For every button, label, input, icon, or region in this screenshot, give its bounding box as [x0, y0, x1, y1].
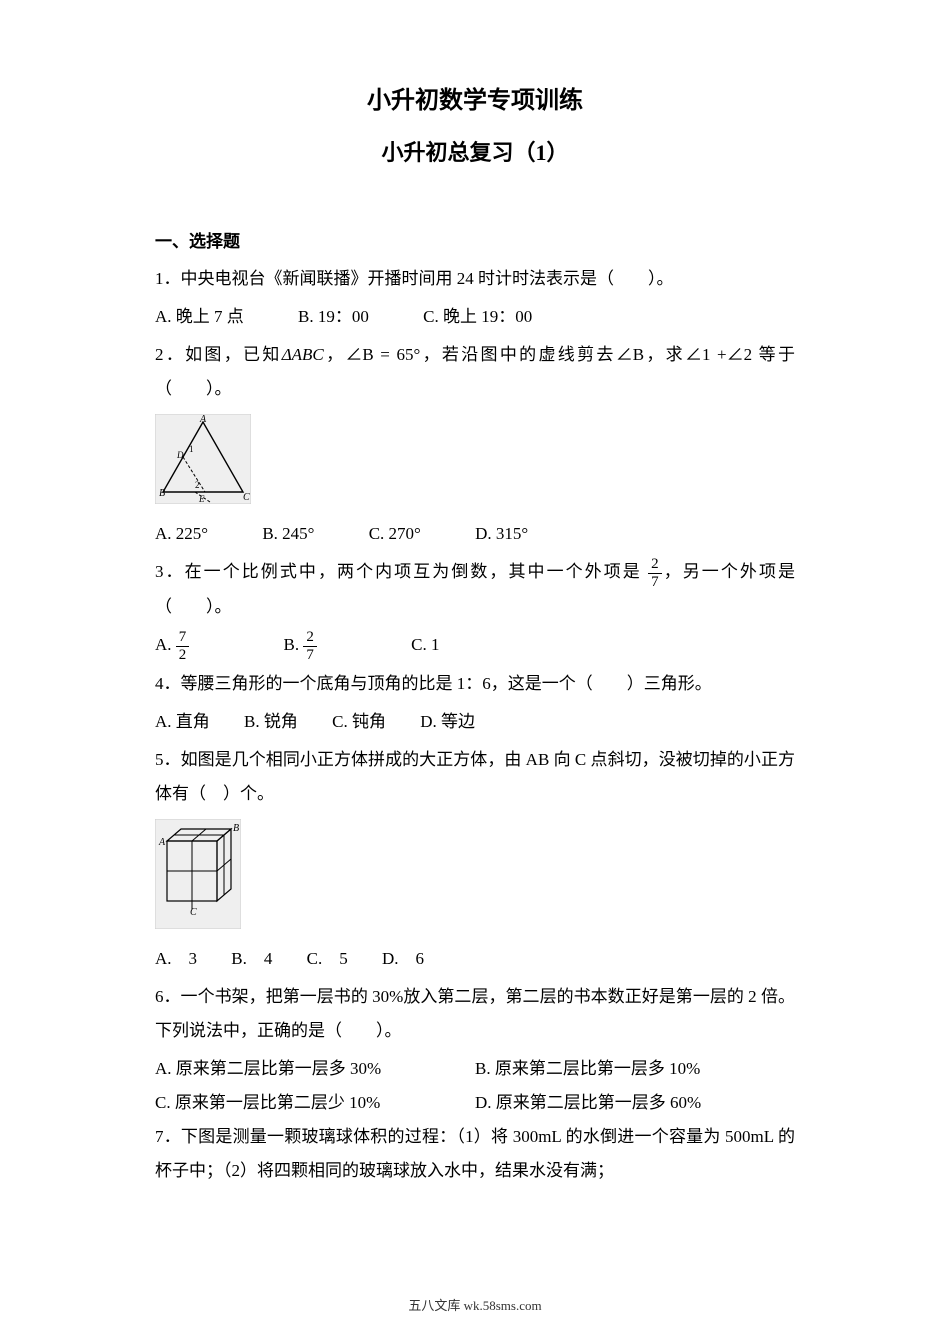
q3-optB-den: 7	[303, 647, 317, 664]
q2-optD: D. 315°	[475, 517, 528, 551]
q2-text-a: 2．如图，已知	[155, 345, 282, 364]
q5-optA: A. 3	[155, 942, 197, 976]
q3-optB: B. 2 7	[284, 628, 317, 663]
q6-optA: A. 原来第二层比第一层多 30%	[155, 1052, 475, 1086]
q3-text-a: 3．在一个比例式中，两个内项互为倒数，其中一个外项是	[155, 562, 642, 581]
footer: 五八文库 wk.58sms.com	[0, 1295, 950, 1314]
q3-optB-num: 2	[303, 629, 317, 647]
q2-figure: A B C D E 1 2	[155, 414, 795, 509]
q4-optC: C. 钝角	[332, 705, 386, 739]
q6-options-row2: C. 原来第一层比第二层少 10% D. 原来第二层比第一层多 60%	[155, 1086, 795, 1120]
q1-options: A. 晚上 7 点 B. 19：00 C. 晚上 19：00	[155, 300, 795, 334]
q2-label-D: D	[176, 450, 184, 460]
q1-optA: A. 晚上 7 点	[155, 300, 244, 334]
q1-optB: B. 19：00	[298, 300, 369, 334]
q3-optB-label: B.	[284, 635, 300, 654]
title-main: 小升初数学专项训练	[155, 80, 795, 115]
q6-options-row1: A. 原来第二层比第一层多 30% B. 原来第二层比第一层多 10%	[155, 1052, 795, 1086]
q3-frac-den: 7	[648, 574, 662, 591]
q2-delta: ΔABC	[282, 345, 324, 364]
q3-frac-top: 2 7	[648, 556, 662, 590]
q2-optC: C. 270°	[369, 517, 421, 551]
q5-figure: A B C	[155, 819, 795, 934]
q2-options: A. 225° B. 245° C. 270° D. 315°	[155, 517, 795, 551]
q5-label-A: A	[158, 837, 166, 848]
q4-options: A. 直角 B. 锐角 C. 钝角 D. 等边	[155, 705, 795, 739]
triangle-icon: A B C D E 1 2	[155, 414, 251, 504]
q2-text: 2．如图，已知ΔABC，∠B = 65°，若沿图中的虚线剪去∠B，求∠1 +∠2…	[155, 338, 795, 406]
q4-optD: D. 等边	[420, 705, 475, 739]
q7-text: 7．下图是测量一颗玻璃球体积的过程：（1）将 300mL 的水倒进一个容量为 5…	[155, 1120, 795, 1188]
q5-optB: B. 4	[231, 942, 272, 976]
q2-optB: B. 245°	[262, 517, 314, 551]
q3-optA-den: 2	[176, 647, 190, 664]
q6-optB: B. 原来第二层比第一层多 10%	[475, 1052, 795, 1086]
q2-optA: A. 225°	[155, 517, 208, 551]
q4-text: 4．等腰三角形的一个底角与顶角的比是 1：6，这是一个（ ）三角形。	[155, 667, 795, 701]
q3-optC: C. 1	[411, 628, 439, 662]
q6-text: 6．一个书架，把第一层书的 30%放入第二层，第二层的书本数正好是第一层的 2 …	[155, 980, 795, 1048]
q1-optC: C. 晚上 19：00	[423, 300, 532, 334]
q4-optB: B. 锐角	[244, 705, 298, 739]
q2-label-a2: 2	[195, 480, 200, 490]
document-page: 小升初数学专项训练 小升初总复习（1） 一、选择题 1．中央电视台《新闻联播》开…	[0, 0, 950, 1344]
q2-label-B: B	[159, 488, 165, 499]
q3-optA-num: 7	[176, 629, 190, 647]
q3-options: A. 7 2 B. 2 7 C. 1	[155, 628, 795, 663]
q5-options: A. 3 B. 4 C. 5 D. 6	[155, 942, 795, 976]
q4-optA: A. 直角	[155, 705, 210, 739]
q6-optC: C. 原来第一层比第二层少 10%	[155, 1086, 475, 1120]
q2-label-E: E	[198, 494, 205, 504]
q2-label-C: C	[243, 492, 250, 503]
q1-text: 1．中央电视台《新闻联播》开播时间用 24 时计时法表示是（ ）。	[155, 262, 795, 296]
q3-optA-frac: 7 2	[176, 629, 190, 663]
q3-optB-frac: 2 7	[303, 629, 317, 663]
q3-optA: A. 7 2	[155, 628, 189, 663]
q5-text: 5．如图是几个相同小正方体拼成的大正方体，由 AB 向 C 点斜切，没被切掉的小…	[155, 743, 795, 811]
q5-optD: D. 6	[382, 942, 424, 976]
q6-optD: D. 原来第二层比第一层多 60%	[475, 1086, 795, 1120]
q3-frac-num: 2	[648, 556, 662, 574]
q5-label-C: C	[190, 907, 197, 918]
cube-icon: A B C	[155, 819, 241, 929]
title-sub: 小升初总复习（1）	[155, 135, 795, 167]
q5-label-B: B	[233, 823, 239, 834]
q3-optA-label: A.	[155, 635, 172, 654]
q2-label-A: A	[199, 414, 207, 425]
q2-label-a1: 1	[189, 444, 194, 454]
section-header: 一、选择题	[155, 227, 795, 252]
q3-text: 3．在一个比例式中，两个内项互为倒数，其中一个外项是 2 7 ，另一个外项是（ …	[155, 555, 795, 624]
q5-optC: C. 5	[307, 942, 348, 976]
